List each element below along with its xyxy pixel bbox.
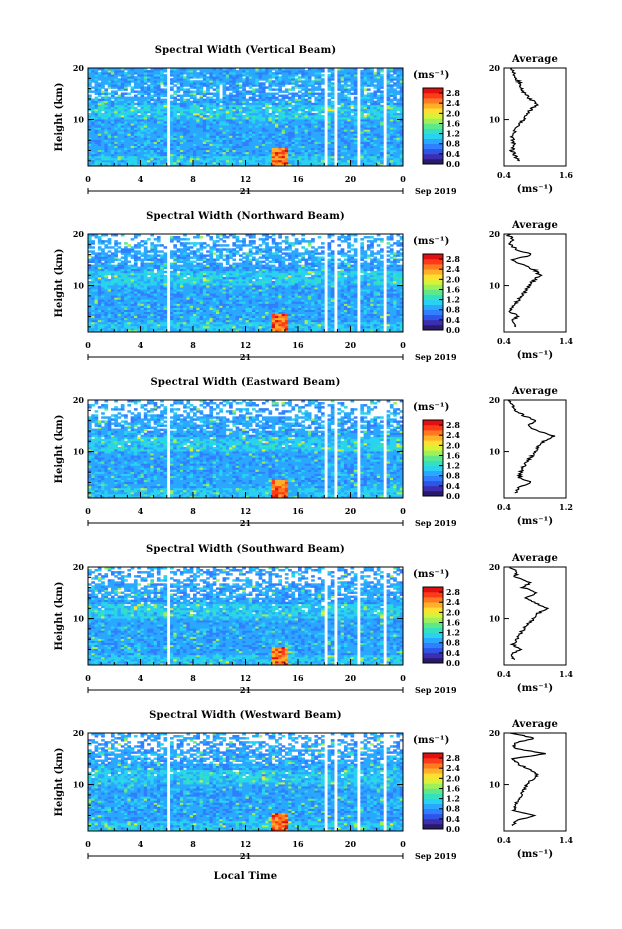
heatmap-cell bbox=[104, 88, 108, 90]
heatmap-cell bbox=[101, 90, 105, 92]
heatmap-cell bbox=[118, 78, 122, 80]
heatmap-cell bbox=[137, 97, 141, 99]
heatmap-cell bbox=[108, 93, 112, 95]
heatmap-cell bbox=[111, 90, 115, 92]
panel-title: Spectral Width (Vertical Beam) bbox=[155, 45, 337, 56]
heatmap-cell bbox=[134, 90, 138, 92]
heatmap-cells bbox=[88, 68, 403, 166]
heatmap-cell bbox=[108, 97, 112, 99]
heatmap-cell bbox=[101, 113, 105, 115]
heatmap-cell bbox=[127, 93, 131, 95]
heatmap-cell bbox=[121, 93, 125, 95]
heatmap-cell bbox=[98, 72, 102, 74]
heatmap-cell bbox=[127, 97, 131, 99]
heatmap-cell bbox=[98, 82, 102, 84]
heatmap-cell bbox=[124, 93, 128, 95]
heatmap-cell bbox=[131, 86, 135, 88]
heatmap-cell bbox=[101, 97, 105, 99]
heatmap-cell bbox=[134, 107, 138, 109]
heatmap-cell bbox=[137, 90, 141, 92]
heatmap-cell bbox=[88, 113, 92, 115]
heatmap-cell bbox=[111, 101, 115, 103]
heatmap-cell bbox=[124, 72, 128, 74]
heatmap-cell bbox=[134, 103, 138, 105]
heatmap-cell bbox=[91, 86, 95, 88]
heatmap-cell bbox=[144, 97, 148, 99]
heatmap-cell bbox=[91, 99, 95, 101]
heatmap-cell bbox=[131, 97, 135, 99]
heatmap-cell bbox=[95, 97, 99, 99]
heatmap-cell bbox=[137, 109, 141, 111]
panel-1: Spectral Width (Vertical Beam)2010Height… bbox=[54, 45, 573, 196]
heatmap-cell bbox=[124, 97, 128, 99]
heatmap-cell bbox=[137, 115, 141, 117]
heatmap-cell bbox=[118, 95, 122, 97]
heatmap-cell bbox=[98, 99, 102, 101]
heatmap-cell bbox=[88, 95, 92, 97]
heatmap-cell bbox=[134, 95, 138, 97]
figure-root: Spectral Width (Vertical Beam) 20 10 Height… bbox=[0, 0, 622, 929]
heatmap-cell bbox=[114, 90, 118, 92]
heatmap-cell bbox=[134, 76, 138, 78]
figure-canvas: Spectral Width (Vertical Beam)2010Height… bbox=[0, 0, 622, 929]
heatmap-cell bbox=[114, 97, 118, 99]
heatmap-cell bbox=[144, 86, 148, 88]
heatmap-cell bbox=[91, 90, 95, 92]
